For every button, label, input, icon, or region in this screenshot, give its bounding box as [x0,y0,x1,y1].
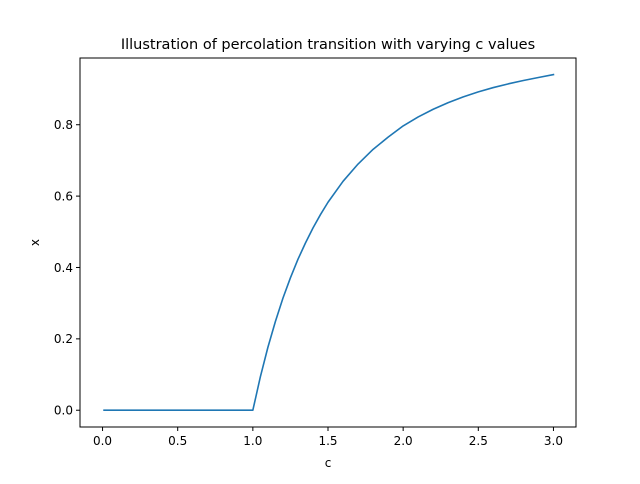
x-tick-label: 1.5 [318,434,337,448]
series-layer [103,73,555,412]
x-tick-label: 1.0 [243,434,262,448]
plot-area [79,57,577,428]
x-tick-label: 3.0 [544,434,563,448]
y-tick-label: 0.8 [54,118,73,132]
y-tick-label: 0.6 [54,189,73,203]
x-axis-label: c [325,456,332,470]
series-line [103,73,555,412]
x-tick-label: 2.5 [469,434,488,448]
y-axis-label: x [28,239,42,246]
plot-background [80,58,576,427]
y-tick-label: 0.0 [54,404,73,418]
y-axis-ticks: 0.0 0.2 0.4 0.6 0.8 [54,118,80,418]
x-tick-label: 0.0 [93,434,112,448]
x-tick-label: 2.0 [394,434,413,448]
y-tick-label: 0.4 [54,261,73,275]
chart-title: Illustration of percolation transition w… [121,37,535,53]
x-tick-label: 0.5 [168,434,187,448]
x-axis-ticks: 0.0 0.5 1.0 1.5 2.0 2.5 3.0 [93,427,563,448]
y-tick-label: 0.2 [54,332,73,346]
